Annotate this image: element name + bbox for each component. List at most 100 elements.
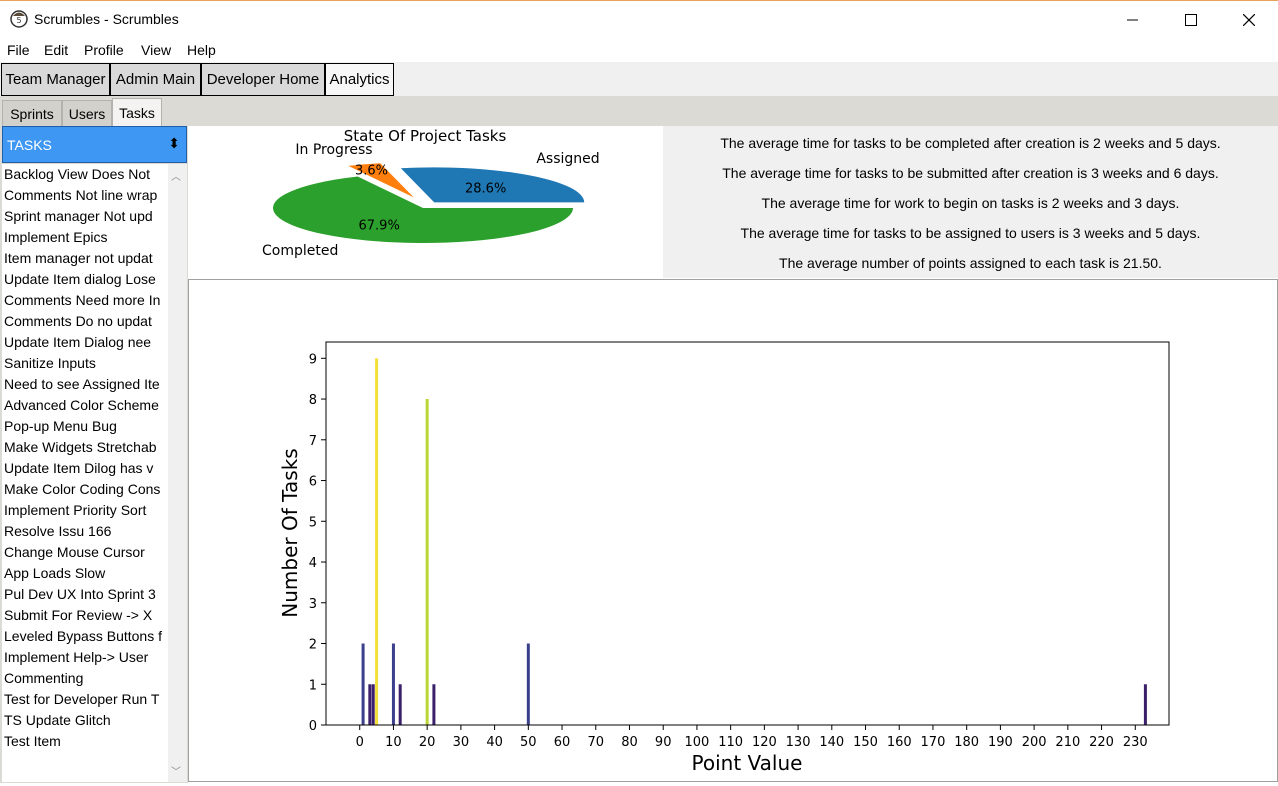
pie-slice-in-progress xyxy=(348,163,414,198)
task-list-item[interactable]: TS Update Glitch xyxy=(4,712,111,728)
task-list-item[interactable]: Leveled Bypass Buttons f xyxy=(4,628,162,644)
minimize-button[interactable] xyxy=(1104,1,1162,38)
maximize-button[interactable] xyxy=(1162,1,1220,38)
scroll-up-icon[interactable]: ︿ xyxy=(171,172,181,183)
task-list-item[interactable]: Commenting xyxy=(4,670,84,686)
x-tick-label: 100 xyxy=(685,735,710,750)
x-tick-label: 120 xyxy=(752,735,777,750)
histogram-bar xyxy=(375,358,379,725)
x-tick-label: 230 xyxy=(1123,735,1148,750)
tasks-dropdown[interactable]: TASKS ⬍ xyxy=(2,126,187,163)
tab-analytics[interactable]: Analytics xyxy=(325,63,394,96)
x-tick-label: 30 xyxy=(453,735,470,750)
pie-slice-assigned xyxy=(400,167,585,203)
x-tick-label: 10 xyxy=(385,735,402,750)
task-list-item[interactable]: Resolve Issu 166 xyxy=(4,523,112,539)
task-list-item[interactable]: Item manager not updat xyxy=(4,250,153,266)
histogram-bar xyxy=(368,684,372,725)
task-list-item[interactable]: Implement Epics xyxy=(4,229,108,245)
task-list-item[interactable]: Test for Developer Run T xyxy=(4,691,160,707)
histogram-bar xyxy=(432,684,436,725)
task-list-item[interactable]: Make Color Coding Cons xyxy=(4,481,161,497)
y-tick-label: 6 xyxy=(309,475,317,490)
window-title: Scrumbles - Scrumbles xyxy=(34,11,179,27)
pie-value-label: 28.6% xyxy=(465,181,506,196)
menu-profile[interactable]: Profile xyxy=(84,42,124,58)
close-button[interactable] xyxy=(1220,1,1278,38)
x-tick-label: 160 xyxy=(887,735,912,750)
task-list-item[interactable]: Implement Priority Sort xyxy=(4,502,147,518)
menu-edit[interactable]: Edit xyxy=(44,42,69,58)
task-list-item[interactable]: Update Item Dilog has v xyxy=(4,460,154,476)
updown-arrow-icon: ⬍ xyxy=(168,135,180,151)
task-list-item[interactable]: Submit For Review -> X xyxy=(4,607,153,623)
stat-avg-points: The average number of points assigned to… xyxy=(779,255,1162,271)
task-list-item[interactable]: Backlog View Does Not xyxy=(4,166,151,182)
task-list-item[interactable]: Update Item Dialog nee xyxy=(4,334,152,350)
x-tick-label: 40 xyxy=(486,735,503,750)
tab-users[interactable]: Users xyxy=(62,100,112,126)
title-bar: 5 Scrumbles - Scrumbles xyxy=(0,1,1278,38)
task-list[interactable]: Backlog View Does Not Comments Not line w… xyxy=(2,164,168,782)
x-tick-label: 20 xyxy=(419,735,436,750)
y-tick-label: 3 xyxy=(309,597,317,612)
task-list-item[interactable]: Test Item xyxy=(4,733,61,749)
svg-text:5: 5 xyxy=(16,16,21,25)
pie-value-label: 67.9% xyxy=(359,218,400,233)
scroll-down-icon[interactable]: ﹀ xyxy=(171,767,181,778)
menu-bar: File Edit Profile View Help xyxy=(0,38,1278,62)
menu-help[interactable]: Help xyxy=(187,42,216,58)
tab-admin-main[interactable]: Admin Main xyxy=(110,63,201,96)
stat-assigned: The average time for tasks to be assigne… xyxy=(740,225,1201,241)
tab-tasks[interactable]: Tasks xyxy=(112,98,162,126)
plot-frame xyxy=(325,341,1170,726)
pie-chart-panel: State Of Project Tasks 28.6% Assigned 3.6%… xyxy=(188,126,663,278)
x-axis-label: Point Value xyxy=(692,751,803,775)
x-tick-label: 170 xyxy=(921,735,946,750)
pie-chart: State Of Project Tasks 28.6% Assigned 3.6%… xyxy=(262,127,600,259)
x-tick-label: 60 xyxy=(554,735,571,750)
task-list-item[interactable]: Change Mouse Cursor xyxy=(4,544,145,560)
x-tick-label: 0 xyxy=(356,735,364,750)
stat-completed: The average time for tasks to be complet… xyxy=(720,135,1221,151)
y-tick-label: 0 xyxy=(309,719,317,734)
histogram-bar xyxy=(391,643,395,725)
task-list-item[interactable]: Pul Dev UX Into Sprint 3 xyxy=(4,586,156,602)
task-list-scrollbar[interactable]: ︿ ﹀ xyxy=(168,164,187,782)
tab-developer-home[interactable]: Developer Home xyxy=(201,63,325,96)
task-list-item[interactable]: Sprint manager Not upd xyxy=(4,208,153,224)
task-list-item[interactable]: Advanced Color Scheme xyxy=(4,397,159,413)
tab-team-manager[interactable]: Team Manager xyxy=(1,63,110,96)
x-tick-label: 180 xyxy=(954,735,979,750)
x-tick-label: 90 xyxy=(655,735,672,750)
close-icon xyxy=(1243,13,1255,26)
task-list-item[interactable]: Need to see Assigned Ite xyxy=(4,376,160,392)
pie-category-label: In Progress xyxy=(295,142,372,158)
x-tick-label: 110 xyxy=(718,735,743,750)
stat-work-begin: The average time for work to begin on ta… xyxy=(761,195,1180,211)
sub-tab-bar: Sprints Users Tasks xyxy=(0,96,1278,126)
x-tick-label: 130 xyxy=(786,735,811,750)
stats-panel: The average time for tasks to be complet… xyxy=(663,126,1278,278)
task-list-item[interactable]: Comments Do no updat xyxy=(4,313,152,329)
task-list-item[interactable]: Sanitize Inputs xyxy=(4,355,96,371)
task-list-item[interactable]: Update Item dialog Lose xyxy=(4,271,156,287)
histogram-panel: 0 10 20 30 40 50 60 70 80 90 100 110 120 130 140 150 160… xyxy=(188,279,1278,782)
tab-sprints[interactable]: Sprints xyxy=(2,100,62,126)
task-list-item[interactable]: Comments Not line wrap xyxy=(4,187,158,203)
x-tick-label: 220 xyxy=(1089,735,1114,750)
task-list-item[interactable]: App Loads Slow xyxy=(4,565,106,581)
task-list-item[interactable]: Make Widgets Stretchab xyxy=(4,439,157,455)
y-axis-label: Number Of Tasks xyxy=(278,448,302,617)
pie-chart-title: State Of Project Tasks xyxy=(344,127,507,145)
task-list-item[interactable]: Implement Help-> User xyxy=(4,649,149,665)
menu-file[interactable]: File xyxy=(7,42,30,58)
x-tick-label: 140 xyxy=(819,735,844,750)
pie-value-label: 3.6% xyxy=(355,163,388,178)
task-list-item[interactable]: Comments Need more In xyxy=(4,292,161,308)
x-tick-label: 200 xyxy=(1022,735,1047,750)
histogram-bar xyxy=(1143,684,1147,725)
task-list-item[interactable]: Pop-up Menu Bug xyxy=(4,418,117,434)
menu-view[interactable]: View xyxy=(141,42,172,58)
y-tick-label: 1 xyxy=(309,678,317,693)
